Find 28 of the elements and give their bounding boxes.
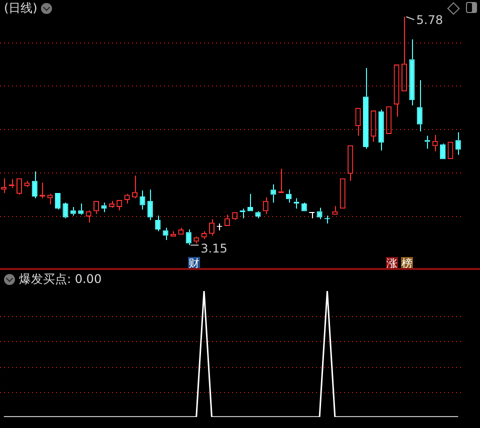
candlestick xyxy=(70,206,76,216)
text: 涨 xyxy=(386,257,398,270)
chart-title: 爆发买点: 0.00 xyxy=(19,270,102,288)
candlestick xyxy=(316,207,322,220)
chart-title: (日线) xyxy=(4,0,38,16)
candlestick xyxy=(270,184,276,204)
annotation: 5.78 xyxy=(416,12,443,27)
candlestick xyxy=(32,170,38,199)
candlestick xyxy=(286,189,292,204)
candlestick xyxy=(362,67,369,150)
candlestick xyxy=(378,109,384,151)
candlestick xyxy=(455,132,461,156)
candlestick xyxy=(186,229,192,246)
candlestick xyxy=(101,202,107,213)
candlestick xyxy=(78,202,84,216)
candlestick xyxy=(147,189,153,220)
candlestick xyxy=(416,80,422,132)
text: 财 xyxy=(188,257,200,270)
annotation: 3.15 xyxy=(200,241,228,256)
candlestick xyxy=(309,212,315,219)
candlestick xyxy=(140,190,146,210)
candlestick xyxy=(54,193,61,210)
candlestick xyxy=(409,38,415,106)
text: 榜 xyxy=(401,257,413,270)
candlestick xyxy=(162,227,168,240)
candlestick xyxy=(440,143,446,160)
candlestick xyxy=(301,202,307,212)
candlestick xyxy=(155,215,161,232)
